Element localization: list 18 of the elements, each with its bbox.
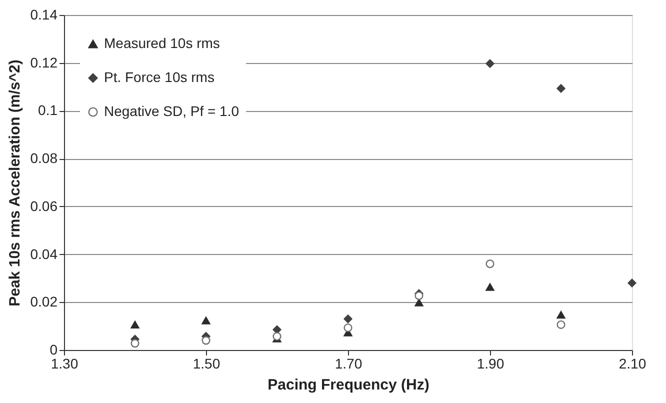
y-tick-label: 0: [50, 342, 58, 358]
y-tick-label: 0.14: [30, 6, 58, 22]
y-tick-label: 0.08: [30, 150, 58, 166]
x-tick-label: 1.70: [334, 356, 362, 372]
x-tick-label: 1.90: [476, 356, 504, 372]
legend-label: Measured 10s rms: [104, 35, 220, 51]
y-tick-label: 0.1: [38, 102, 58, 118]
x-axis-title: Pacing Frequency (Hz): [268, 376, 430, 394]
y-tick-label: 0.04: [30, 246, 58, 262]
legend-label: Pt. Force 10s rms: [104, 69, 214, 85]
x-tick-label: 2.10: [618, 356, 646, 372]
x-tick-label: 1.30: [50, 356, 78, 372]
x-tick-label: 1.50: [192, 356, 220, 372]
y-tick-label: 0.12: [30, 54, 58, 70]
y-axis-title: Peak 10s rms Acceleration (m/s^2): [6, 60, 24, 306]
y-tick-label: 0.02: [30, 294, 58, 310]
y-tick-label: 0.06: [30, 198, 58, 214]
legend-label: Negative SD, Pf = 1.0: [104, 103, 240, 119]
